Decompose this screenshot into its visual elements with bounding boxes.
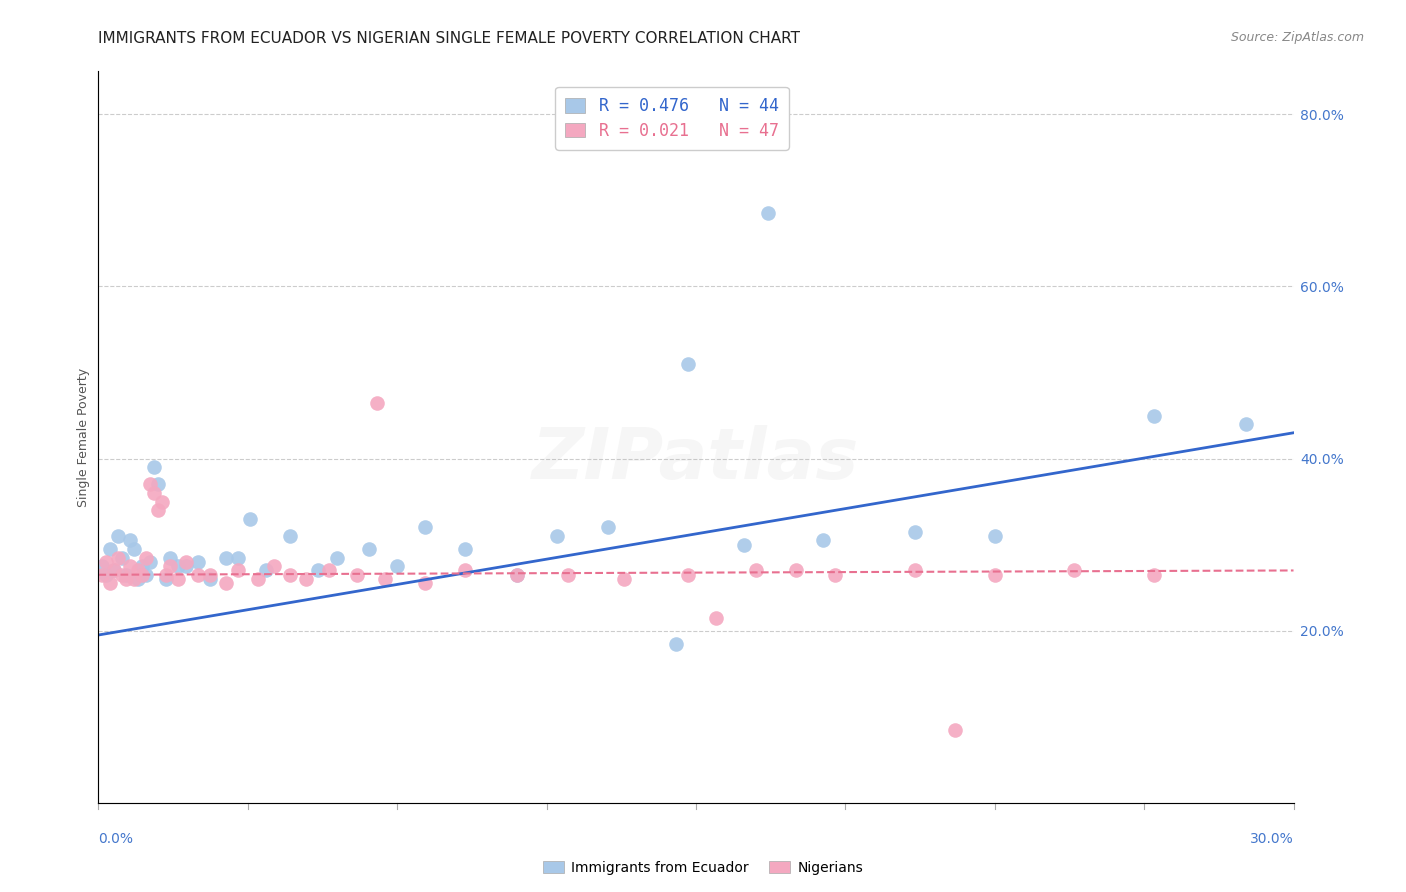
Point — [984, 529, 1007, 543]
Point — [278, 567, 301, 582]
Point — [359, 541, 381, 556]
Text: ZIPatlas: ZIPatlas — [533, 425, 859, 493]
Point — [785, 564, 807, 578]
Point — [135, 550, 157, 565]
Point — [226, 550, 249, 565]
Point — [115, 567, 138, 582]
Point — [103, 564, 125, 578]
Point — [665, 637, 688, 651]
Point — [107, 550, 129, 565]
Point — [454, 541, 477, 556]
Point — [159, 550, 181, 565]
Point — [103, 564, 125, 578]
Point — [413, 576, 436, 591]
Point — [174, 559, 197, 574]
Point — [813, 533, 835, 548]
Point — [1143, 567, 1166, 582]
Point — [91, 567, 114, 582]
Point — [98, 576, 122, 591]
Point — [111, 550, 134, 565]
Point — [135, 567, 157, 582]
Point — [246, 572, 269, 586]
Point — [148, 477, 170, 491]
Point — [111, 567, 134, 582]
Text: IMMIGRANTS FROM ECUADOR VS NIGERIAN SINGLE FEMALE POVERTY CORRELATION CHART: IMMIGRANTS FROM ECUADOR VS NIGERIAN SING… — [98, 31, 800, 46]
Point — [115, 572, 138, 586]
Point — [215, 576, 238, 591]
Point — [139, 477, 162, 491]
Point — [824, 567, 846, 582]
Point — [127, 572, 149, 586]
Point — [943, 723, 966, 737]
Point — [676, 357, 699, 371]
Y-axis label: Single Female Poverty: Single Female Poverty — [77, 368, 90, 507]
Point — [704, 611, 727, 625]
Point — [96, 555, 118, 569]
Point — [318, 564, 340, 578]
Legend: Immigrants from Ecuador, Nigerians: Immigrants from Ecuador, Nigerians — [537, 855, 869, 880]
Point — [366, 395, 388, 409]
Point — [756, 206, 779, 220]
Point — [187, 567, 209, 582]
Point — [385, 559, 409, 574]
Point — [215, 550, 238, 565]
Point — [96, 567, 118, 582]
Point — [143, 486, 166, 500]
Point — [198, 567, 221, 582]
Point — [346, 567, 368, 582]
Point — [413, 520, 436, 534]
Point — [374, 572, 396, 586]
Point — [127, 564, 149, 578]
Point — [124, 572, 146, 586]
Point — [294, 572, 316, 586]
Point — [1143, 409, 1166, 423]
Point — [506, 567, 529, 582]
Point — [278, 529, 301, 543]
Point — [120, 533, 142, 548]
Point — [1234, 417, 1257, 432]
Point — [98, 541, 122, 556]
Point — [139, 555, 162, 569]
Point — [150, 494, 173, 508]
Point — [226, 564, 249, 578]
Point — [454, 564, 477, 578]
Point — [155, 567, 177, 582]
Point — [143, 460, 166, 475]
Point — [745, 564, 768, 578]
Legend: R = 0.476   N = 44, R = 0.021   N = 47: R = 0.476 N = 44, R = 0.021 N = 47 — [555, 87, 789, 150]
Point — [187, 555, 209, 569]
Point — [120, 559, 142, 574]
Point — [159, 559, 181, 574]
Point — [307, 564, 329, 578]
Point — [984, 567, 1007, 582]
Point — [733, 538, 755, 552]
Point — [263, 559, 285, 574]
Text: 0.0%: 0.0% — [98, 832, 134, 846]
Point — [557, 567, 579, 582]
Point — [198, 572, 221, 586]
Point — [546, 529, 568, 543]
Point — [326, 550, 349, 565]
Point — [904, 524, 927, 539]
Point — [254, 564, 277, 578]
Point — [107, 529, 129, 543]
Text: 30.0%: 30.0% — [1250, 832, 1294, 846]
Point — [613, 572, 636, 586]
Point — [167, 572, 190, 586]
Point — [506, 567, 529, 582]
Point — [131, 567, 153, 582]
Point — [174, 555, 197, 569]
Point — [148, 503, 170, 517]
Text: Source: ZipAtlas.com: Source: ZipAtlas.com — [1230, 31, 1364, 45]
Point — [676, 567, 699, 582]
Point — [131, 559, 153, 574]
Point — [904, 564, 927, 578]
Point — [124, 541, 146, 556]
Point — [1063, 564, 1085, 578]
Point — [167, 559, 190, 574]
Point — [239, 512, 262, 526]
Point — [91, 559, 114, 574]
Point — [598, 520, 620, 534]
Point — [155, 572, 177, 586]
